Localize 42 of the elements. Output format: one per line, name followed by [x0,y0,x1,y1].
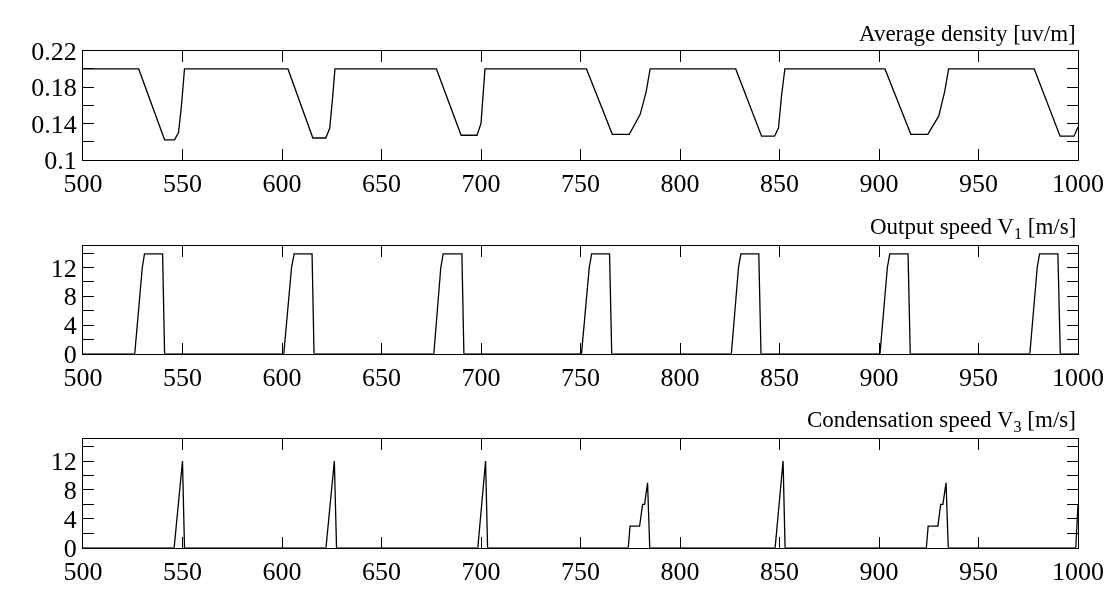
y-tick-label: 4 [63,311,77,341]
x-tick-label: 850 [760,169,799,199]
x-tick-label: 900 [859,169,899,199]
x-tick-label: 1000 [1052,169,1104,199]
x-tick-label: 550 [163,363,202,393]
x-tick-label: 850 [760,557,799,587]
x-tick-label: 750 [561,557,600,587]
y-tick-label: 12 [50,447,77,477]
chart-title: Output speed V$_{1}$ [m/s] [870,214,1077,242]
x-tick-label: 650 [362,169,401,199]
x-tick-label: 1000 [1052,557,1104,587]
y-tick-label: 12 [50,253,77,283]
x-tick-label: 750 [561,169,600,199]
y-tick-label: 0.14 [31,109,77,139]
y-tick-label: 8 [63,476,77,506]
x-tick-label: 1000 [1052,363,1104,393]
y-tick-label: 0.18 [31,73,77,103]
x-tick-label: 700 [461,363,501,393]
x-tick-label: 900 [859,363,899,393]
y-tick-label: 0.22 [31,36,77,66]
x-tick-label: 700 [461,169,501,199]
x-tick-label: 900 [859,557,899,587]
x-tick-label: 550 [163,557,202,587]
x-tick-label: 650 [362,557,401,587]
x-tick-label: 600 [262,363,302,393]
x-tick-label: 800 [660,557,700,587]
x-tick-label: 950 [959,557,998,587]
x-tick-label: 950 [959,169,998,199]
x-tick-label: 750 [561,363,600,393]
x-tick-label: 600 [262,169,302,199]
y-tick-label: 4 [63,504,77,534]
x-tick-label: 650 [362,363,401,393]
x-tick-label: 800 [660,169,700,199]
x-tick-label: 600 [262,557,302,587]
y-tick-label: 8 [63,282,77,312]
x-tick-label: 850 [760,363,799,393]
chart-title: Condensation speed V$_{3}$ [m/s] [807,407,1076,435]
chart-title: Average density [uv/m] [859,21,1076,46]
x-tick-label: 550 [163,169,202,199]
x-tick-label: 700 [461,557,501,587]
x-tick-label: 950 [959,363,998,393]
x-tick-label: 800 [660,363,700,393]
